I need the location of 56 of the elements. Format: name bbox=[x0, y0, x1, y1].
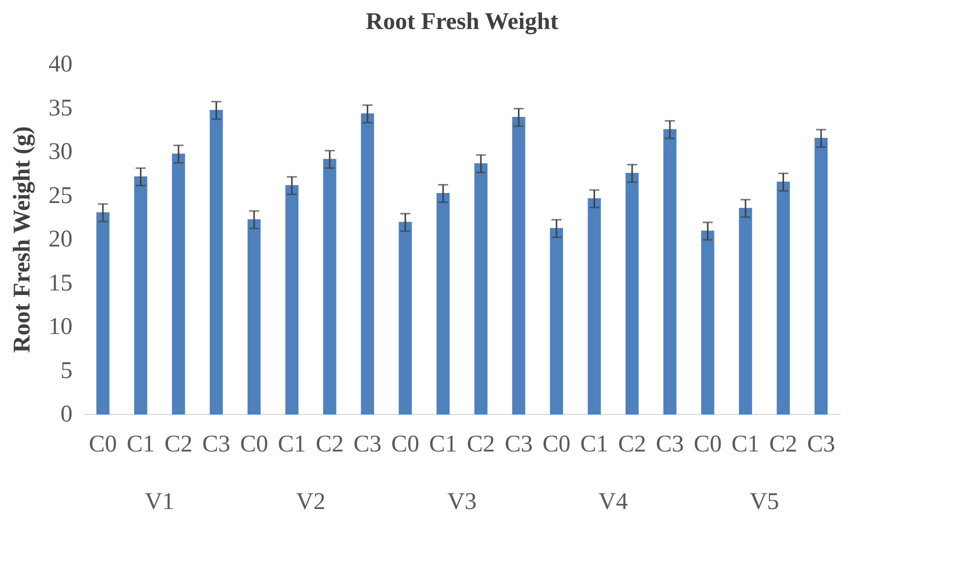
bar bbox=[550, 228, 564, 414]
bar bbox=[285, 185, 298, 414]
bar bbox=[626, 172, 639, 414]
bar bbox=[323, 158, 336, 414]
text: V1 bbox=[144, 489, 174, 515]
bar bbox=[360, 113, 374, 414]
x-tick-label: C2 bbox=[466, 432, 495, 458]
bar bbox=[398, 222, 412, 414]
y-tick-label: 20 bbox=[48, 226, 72, 252]
x-tick-label: C0 bbox=[391, 432, 420, 458]
y-tick-label: 30 bbox=[48, 139, 72, 165]
bar bbox=[588, 198, 601, 414]
y-tick-label: 35 bbox=[48, 95, 72, 122]
chart-title: Root Fresh Weight bbox=[366, 9, 558, 35]
y-axis-title: Root Fresh Weight (g) bbox=[10, 126, 36, 353]
bar bbox=[663, 129, 676, 414]
x-tick-label: C2 bbox=[618, 432, 646, 458]
bar bbox=[134, 176, 148, 414]
bar bbox=[738, 208, 752, 414]
bar bbox=[172, 154, 186, 414]
x-tick-label: C3 bbox=[504, 432, 533, 458]
x-tick-label: C3 bbox=[202, 432, 230, 458]
bar bbox=[210, 110, 223, 414]
x-tick-label: C1 bbox=[731, 432, 760, 458]
bar bbox=[512, 116, 526, 414]
x-tick-label: C0 bbox=[88, 432, 117, 458]
x-tick-label: C1 bbox=[126, 432, 155, 458]
x-tick-label: C2 bbox=[164, 432, 193, 458]
text: V3 bbox=[447, 489, 477, 515]
x-tick-label: C0 bbox=[240, 432, 268, 458]
bar bbox=[436, 193, 450, 414]
x-tick-label: C1 bbox=[278, 432, 306, 458]
y-tick-label: 15 bbox=[48, 270, 72, 296]
bar bbox=[701, 230, 714, 414]
bar bbox=[776, 182, 790, 414]
bar bbox=[248, 219, 261, 414]
y-tick-label: 10 bbox=[48, 314, 72, 340]
x-tick-label: C1 bbox=[580, 432, 608, 458]
y-tick-label: 40 bbox=[48, 52, 72, 78]
x-tick-label: C1 bbox=[429, 432, 458, 458]
x-tick-label: C0 bbox=[542, 432, 571, 458]
x-tick-label: C3 bbox=[353, 432, 382, 458]
text: V5 bbox=[750, 489, 780, 515]
x-tick-label: C2 bbox=[316, 432, 344, 458]
x-tick-label: C3 bbox=[656, 432, 684, 458]
x-tick-label: C0 bbox=[694, 432, 722, 458]
x-tick-label: C2 bbox=[769, 432, 798, 458]
text: V4 bbox=[598, 489, 628, 515]
bar bbox=[814, 138, 828, 414]
text: V2 bbox=[296, 489, 326, 515]
y-tick-label: 0 bbox=[60, 402, 72, 428]
y-tick-label: 5 bbox=[60, 358, 72, 384]
bar bbox=[96, 212, 110, 414]
bar bbox=[474, 163, 488, 414]
x-tick-label: C3 bbox=[807, 432, 836, 458]
y-tick-label: 25 bbox=[48, 182, 72, 209]
